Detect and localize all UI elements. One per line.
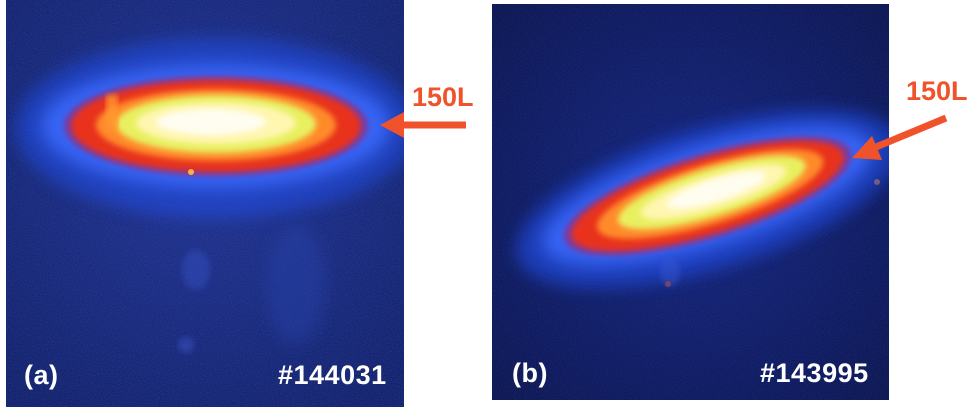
faint-structures-b	[660, 179, 880, 287]
image-panel-a: (a) #144031	[6, 0, 404, 407]
shot-number-b: #143995	[760, 358, 869, 388]
panel-label-b: (b)	[512, 358, 548, 388]
plasma-emission-b	[516, 109, 889, 288]
callout-label-b: 150L	[906, 76, 968, 106]
callout-label-a: 150L	[412, 82, 474, 112]
plasma-image-b	[492, 4, 889, 400]
shot-number-a: #144031	[278, 360, 387, 390]
image-panel-b: (b) #143995	[492, 4, 889, 400]
panel-label-a: (a)	[24, 360, 59, 390]
arrow-a	[380, 112, 466, 138]
plasma-emission-a	[16, 38, 404, 218]
plasma-image-a	[6, 0, 404, 407]
faint-structures-a	[178, 225, 326, 353]
arrow-b	[852, 114, 948, 160]
